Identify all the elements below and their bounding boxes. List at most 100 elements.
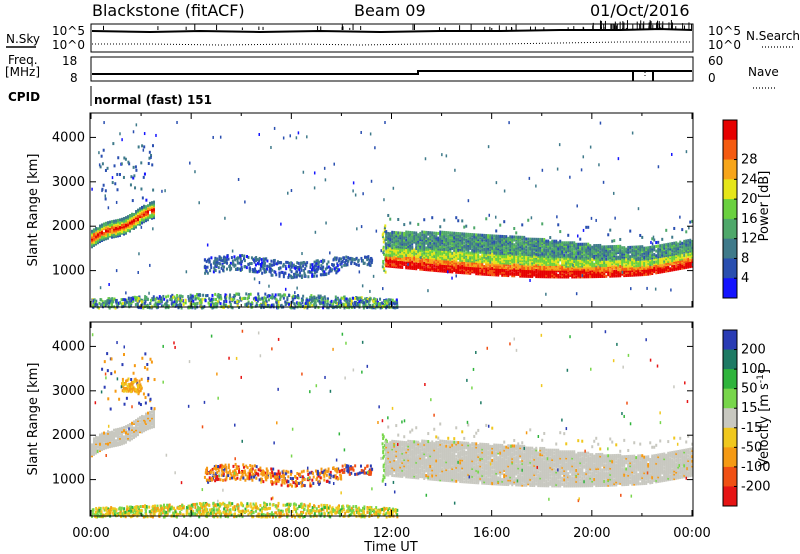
data-cell — [563, 241, 566, 245]
data-cell — [657, 258, 660, 262]
data-cell — [585, 245, 588, 249]
data-cell — [581, 269, 584, 273]
data-cell — [205, 269, 208, 273]
data-cell — [129, 221, 131, 225]
station-title: Blackstone (fitACF) — [92, 1, 245, 20]
data-cell — [300, 261, 303, 265]
data-cell — [591, 272, 594, 276]
data-cell — [218, 255, 221, 259]
data-cell — [503, 256, 506, 260]
data-cell — [471, 233, 474, 237]
data-cell — [631, 269, 634, 273]
data-cell — [411, 232, 414, 236]
data-cell — [433, 268, 436, 272]
data-cell — [224, 297, 227, 301]
data-cell — [619, 268, 622, 272]
data-cell — [129, 227, 131, 231]
data-cell — [453, 250, 456, 254]
data-cell — [411, 234, 414, 238]
data-cell — [471, 248, 474, 252]
data-cell — [537, 254, 540, 258]
data-cell — [443, 255, 446, 259]
data-cell — [583, 262, 586, 266]
data-cell — [399, 231, 402, 235]
data-cell — [290, 261, 293, 265]
data-cell — [392, 306, 395, 310]
data-cell — [433, 234, 436, 238]
data-cell — [447, 235, 450, 239]
data-cell — [551, 267, 554, 271]
data-cell — [389, 249, 392, 253]
data-cell — [445, 263, 448, 267]
data-cell — [563, 244, 566, 248]
data-cell — [445, 262, 448, 266]
data-cell — [659, 256, 662, 260]
data-cell — [385, 236, 388, 240]
data-cell — [437, 249, 440, 253]
data-cell — [473, 270, 476, 274]
data-cell — [249, 268, 252, 272]
data-cell — [619, 247, 622, 251]
data-cell — [391, 233, 394, 237]
data-cell — [583, 269, 586, 273]
data-cell — [499, 265, 502, 269]
data-cell — [425, 263, 428, 267]
data-cell — [543, 250, 546, 254]
data-cell — [304, 263, 307, 267]
data-cell — [135, 224, 137, 228]
data-cell — [411, 235, 414, 239]
data-cell — [477, 261, 480, 265]
data-cell — [257, 269, 260, 273]
data-cell — [499, 261, 502, 265]
data-cell — [189, 302, 192, 306]
data-cell — [573, 263, 576, 267]
data-cell — [403, 250, 406, 254]
data-cell — [557, 259, 560, 263]
data-cell — [527, 237, 530, 241]
data-cell — [485, 238, 488, 242]
data-cell — [531, 257, 534, 261]
data-cell — [507, 246, 510, 250]
data-cell — [611, 245, 614, 249]
data-cell — [425, 258, 428, 262]
data-cell — [595, 248, 598, 252]
data-cell — [481, 261, 484, 265]
data-cell — [639, 251, 642, 255]
data-cell — [555, 273, 558, 277]
data-cell — [447, 260, 450, 264]
data-cell — [601, 267, 604, 271]
data-cell — [451, 245, 454, 249]
data-cell — [515, 231, 518, 235]
data-cell — [158, 301, 161, 305]
data-cell — [275, 301, 278, 305]
data-cell — [531, 264, 534, 268]
data-cell — [633, 253, 636, 257]
data-cell — [513, 263, 516, 267]
data-cell — [382, 261, 385, 265]
data-cell — [619, 237, 622, 241]
data-cell — [401, 242, 404, 246]
data-cell — [595, 245, 598, 249]
data-cell — [639, 256, 642, 260]
data-cell — [433, 256, 436, 260]
data-cell — [491, 257, 494, 261]
data-cell — [581, 264, 584, 268]
data-cell — [557, 256, 560, 260]
data-cell — [401, 261, 404, 265]
data-cell — [295, 295, 298, 299]
data-cell — [487, 271, 490, 275]
data-cell — [453, 262, 456, 266]
data-cell — [115, 233, 117, 237]
data-cell — [475, 245, 478, 249]
data-cell — [471, 268, 474, 272]
data-cell — [629, 258, 632, 262]
data-cell — [473, 268, 476, 272]
data-cell — [635, 257, 638, 261]
data-cell — [91, 245, 93, 249]
data-cell — [417, 233, 420, 237]
data-cell — [515, 258, 518, 262]
data-cell — [485, 269, 488, 273]
data-cell — [581, 261, 584, 265]
data-cell — [511, 246, 514, 250]
data-cell — [435, 245, 438, 249]
